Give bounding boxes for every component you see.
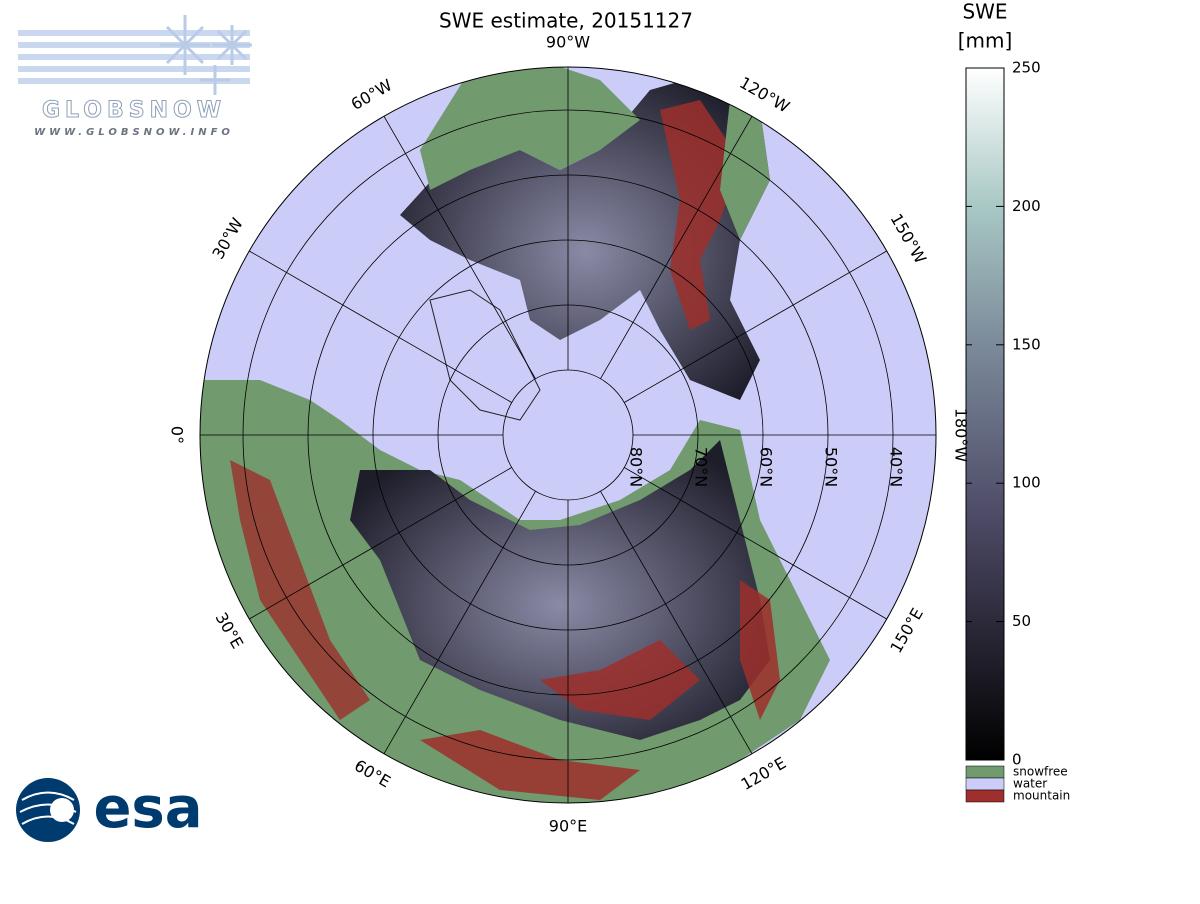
longitude-label: 120°E [738, 753, 790, 794]
colorbar-tick-label: 150 [1012, 335, 1041, 353]
longitude-label: 180°W [952, 408, 971, 463]
category-swatch [965, 789, 1005, 803]
longitude-label: 0° [168, 426, 187, 444]
meridian [249, 250, 512, 403]
category-swatch [965, 765, 1005, 779]
meridian [383, 491, 536, 754]
parallel [242, 109, 894, 761]
meridian [624, 467, 887, 620]
category-label: water [1013, 777, 1047, 791]
colorbar-tick-label: 0 [1012, 751, 1022, 769]
esa-logo: esa [16, 776, 203, 842]
globsnow-logo: GLOBSNOW WWW.GLOBSNOW.INFO [18, 15, 252, 138]
colorbar-tick-label: 50 [1012, 612, 1031, 630]
map-border [199, 66, 937, 804]
meridian [624, 250, 887, 403]
map-title: SWE estimate, 20151127 [439, 9, 693, 33]
longitude-label: 90°E [549, 817, 587, 836]
longitude-label: 90°W [546, 33, 590, 52]
colorbar-title: [mm] [958, 29, 1013, 53]
latitude-label: 80°N [627, 447, 646, 487]
longitude-label: 150°E [886, 605, 927, 657]
colorbar [965, 67, 1005, 761]
category-label: mountain [1013, 789, 1070, 803]
longitude-label: 120°W [736, 73, 793, 117]
meridian [383, 116, 536, 379]
latitude-label: 50°N [822, 447, 841, 487]
globsnow-text: GLOBSNOW [42, 98, 226, 123]
meridian [600, 116, 753, 379]
colorbar-tick-label: 250 [1012, 59, 1041, 77]
category-swatch [965, 777, 1005, 791]
category-label: snowfree [1013, 765, 1068, 779]
colorbar-tick-label: 200 [1012, 197, 1041, 215]
parallel [437, 304, 699, 566]
colorbar-title: SWE [962, 0, 1007, 24]
latitude-label: 70°N [692, 447, 711, 487]
meridian [600, 491, 753, 754]
globsnow-url: WWW.GLOBSNOW.INFO [34, 127, 234, 138]
meridian [249, 467, 512, 620]
parallel [372, 239, 764, 631]
longitude-label: 150°W [887, 210, 931, 267]
parallel [307, 174, 829, 696]
longitude-label: 60°W [348, 75, 396, 114]
longitude-label: 30°W [208, 214, 247, 262]
latitude-label: 60°N [757, 447, 776, 487]
esa-text: esa [93, 776, 202, 841]
longitude-label: 30°E [212, 609, 248, 652]
longitude-label: 60°E [351, 756, 394, 792]
parallel [502, 369, 634, 501]
colorbar-tick-label: 100 [1012, 474, 1041, 492]
latitude-label: 40°N [887, 447, 906, 487]
graticule [200, 67, 936, 803]
